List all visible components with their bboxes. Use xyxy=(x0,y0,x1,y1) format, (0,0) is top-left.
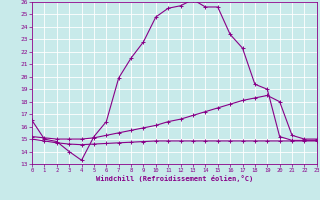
X-axis label: Windchill (Refroidissement éolien,°C): Windchill (Refroidissement éolien,°C) xyxy=(96,175,253,182)
